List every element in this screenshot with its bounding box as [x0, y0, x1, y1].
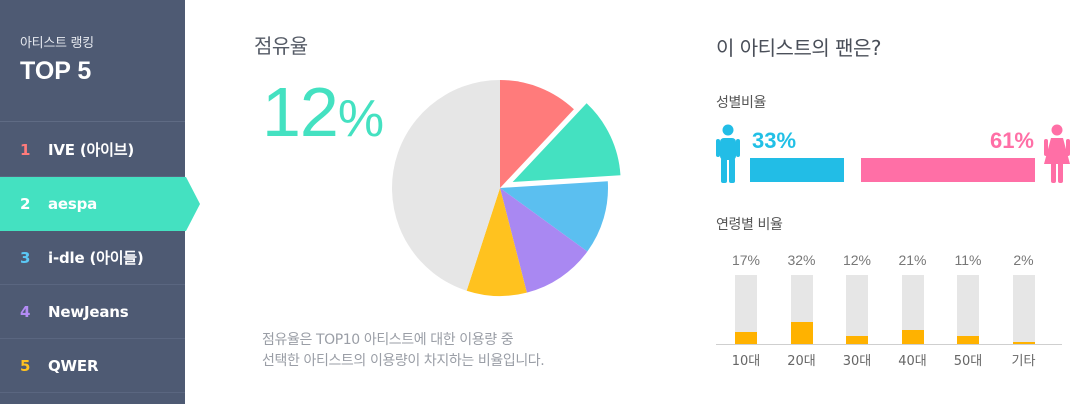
- artist-name: i-dle (아이들): [48, 249, 144, 267]
- sidebar-title: TOP 5: [20, 57, 92, 85]
- artist-name: QWER: [48, 356, 99, 375]
- age-category-label: 기타: [1011, 354, 1036, 369]
- age-bar-fill: [846, 335, 868, 344]
- pie-slice-1: [500, 80, 574, 188]
- pie-slice-6: [392, 80, 500, 291]
- ranking-item-1[interactable]: 1 IVE (아이브): [0, 123, 185, 177]
- male-ratio-bar: [750, 158, 844, 182]
- artist-name: IVE (아이브): [48, 141, 134, 159]
- ranking-number: 4: [20, 302, 31, 321]
- pie-slice-2: [512, 103, 621, 183]
- age-bar-2: 32%: [782, 250, 822, 344]
- age-category-label: 20대: [787, 354, 816, 369]
- female-percentage: 61%: [989, 128, 1034, 153]
- age-bar-value-label: 21%: [898, 252, 927, 268]
- pie-slice-5: [466, 188, 527, 296]
- age-bar-track: [1012, 275, 1035, 344]
- age-bar-value-label: 12%: [842, 252, 872, 268]
- share-note-line-2: 선택한 아티스트의 이용량이 차지하는 비율입니다.: [262, 353, 545, 369]
- ranking-number: 2: [20, 195, 31, 213]
- age-ratio-title: 연령별 비율: [716, 217, 783, 233]
- age-bar-value-label: 2%: [1013, 252, 1034, 268]
- share-pie-chart: [392, 80, 621, 296]
- fans-title: 이 아티스트의 팬은?: [716, 36, 882, 60]
- share-value: 12: [262, 73, 339, 151]
- ranking-item-4[interactable]: 4 NewJeans: [0, 285, 185, 339]
- sidebar-header: 아티스트 랭킹 TOP 5: [0, 0, 185, 122]
- age-bar-4: 21%: [893, 250, 933, 344]
- age-bar-fill: [790, 321, 813, 344]
- age-bar-track: [957, 275, 979, 344]
- ranking-number: 5: [20, 356, 31, 375]
- gender-ratio-title: 성별비율: [716, 95, 766, 111]
- age-bar-value-label: 11%: [954, 252, 982, 268]
- age-bar-fill: [901, 329, 924, 344]
- ranking-item-5[interactable]: 5 QWER: [0, 339, 185, 393]
- artist-name: NewJeans: [48, 302, 129, 321]
- age-category-label: 10대: [731, 354, 761, 369]
- age-bar-track: [901, 275, 924, 344]
- share-note: 점유율은 TOP10 아티스트에 대한 이용량 중 선택한 아티스트의 이용량이…: [262, 330, 682, 372]
- female-ratio-bar: [861, 158, 1035, 182]
- age-chart-axis: [716, 344, 1062, 345]
- share-percentage: 12%: [262, 72, 384, 159]
- age-bar-3: 12%: [837, 250, 877, 344]
- share-note-line-1: 점유율은 TOP10 아티스트에 대한 이용량 중: [262, 332, 514, 348]
- age-bar-chart: 17% 10대 32% 20대 12% 30대 21% 40대 11% 50대 2% 기타: [716, 250, 1062, 370]
- age-bar-value-label: 32%: [787, 252, 816, 268]
- age-bar-fill: [957, 336, 979, 344]
- ranking-item-3[interactable]: 3 i-dle (아이들): [0, 231, 185, 285]
- male-icon: [716, 124, 740, 183]
- age-category-label: 40대: [898, 354, 927, 369]
- age-bar-6: 2%: [1004, 250, 1044, 344]
- ranking-number: 3: [20, 248, 31, 267]
- age-bar-5: 11%: [948, 250, 988, 344]
- age-bar-fill: [735, 332, 757, 344]
- age-bar-value-label: 17%: [731, 252, 761, 268]
- male-percentage: 33%: [752, 128, 797, 153]
- ranking-item-2[interactable]: 2 aespa: [0, 177, 200, 231]
- share-title: 점유율: [254, 34, 308, 58]
- age-bar-1: 17%: [726, 250, 766, 344]
- female-icon: [1044, 124, 1070, 183]
- sidebar-subtitle: 아티스트 랭킹: [20, 36, 94, 51]
- share-unit: %: [337, 90, 384, 148]
- ranking-number: 1: [20, 140, 31, 159]
- age-bar-track: [790, 275, 813, 344]
- artist-name: aespa: [48, 195, 98, 213]
- age-category-label: 30대: [842, 354, 872, 369]
- age-bar-fill: [1012, 342, 1035, 344]
- age-category-label: 50대: [953, 354, 983, 369]
- pie-slice-3: [500, 181, 608, 252]
- pie-slice-4: [500, 188, 588, 293]
- age-bar-track: [735, 275, 757, 344]
- age-bar-track: [846, 275, 868, 344]
- artist-ranking-sidebar: 아티스트 랭킹 TOP 5 1 IVE (아이브) 2 aespa 3 i-dle (아이…: [0, 0, 200, 404]
